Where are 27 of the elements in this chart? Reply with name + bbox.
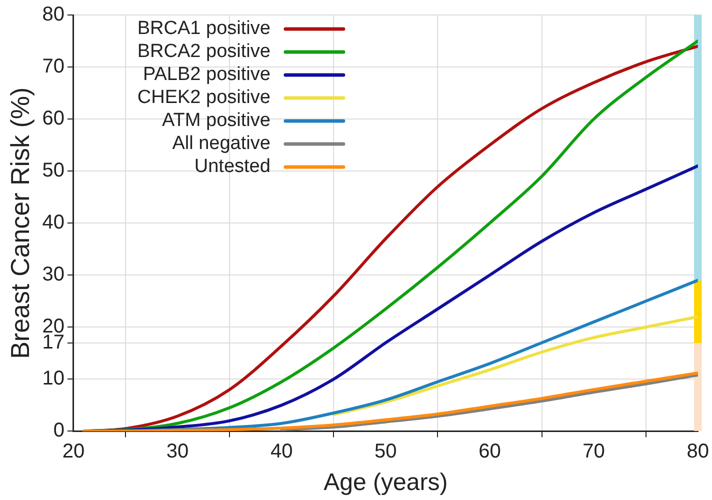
- y-tick-label: 80: [42, 4, 64, 26]
- legend-label: ATM positive: [162, 110, 270, 132]
- y-tick-label: 50: [42, 160, 64, 182]
- x-tick-label: 20: [62, 440, 85, 463]
- x-tick-label: 70: [582, 440, 605, 463]
- line-series: [332, 315, 698, 416]
- legend-label: All negative: [172, 133, 270, 154]
- y-tick-label: 40: [42, 212, 64, 234]
- legend-label: Untested: [194, 156, 270, 178]
- y-tick-label: 0: [53, 420, 64, 442]
- line-series: [82, 371, 698, 432]
- y-tick-label: 30: [42, 264, 64, 286]
- x-tick-label: 60: [478, 440, 501, 463]
- x-tick-label: 50: [374, 440, 397, 463]
- x-tick-label: 30: [166, 440, 189, 463]
- y-tick-label: 70: [42, 56, 64, 78]
- y-axis-title: Breast Cancer Risk (%): [4, 87, 35, 359]
- x-tick-label: 40: [270, 440, 293, 463]
- y-tick-label: 10: [42, 368, 64, 390]
- legend-label: BRCA2 positive: [137, 41, 270, 62]
- legend-label: CHEK2 positive: [137, 87, 270, 108]
- x-axis-title: Age (years): [324, 469, 448, 496]
- x-tick-label: 80: [686, 440, 709, 463]
- legend-label: PALB2 positive: [142, 64, 270, 86]
- line-series: [280, 374, 698, 432]
- y-tick-label: 60: [42, 108, 64, 130]
- legend-label: BRCA1 positive: [137, 18, 270, 40]
